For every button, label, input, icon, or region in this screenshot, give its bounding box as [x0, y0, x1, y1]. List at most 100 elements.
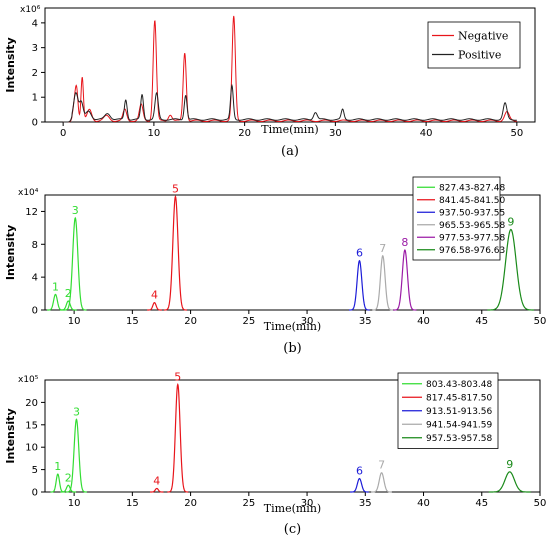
legend-label: Negative — [458, 29, 508, 42]
x-tick-label: 0 — [60, 128, 66, 139]
legend-label: 957.53-957.58 — [426, 434, 493, 444]
x-tick-label: 40 — [420, 128, 433, 139]
peak-label: 2 — [65, 287, 72, 300]
legend-label: 977.53-977.58 — [439, 233, 506, 243]
plot-frame — [44, 194, 541, 311]
axis-exponent: x10⁵ — [18, 375, 39, 385]
peak-trace — [348, 259, 370, 311]
y-tick-label: 1 — [32, 93, 38, 104]
legend: 803.43-803.48 817.45-817.50 913.51-913.56 9… — [397, 372, 499, 449]
peak-label: 4 — [153, 474, 160, 487]
peak-label: 8 — [401, 236, 408, 249]
x-tick-label: 50 — [534, 498, 547, 509]
legend-label: 941.54-941.59 — [426, 420, 493, 430]
chart-panel-c: 10 15 20 25 30 35 40 45 5005101520x10⁵IntensityT… — [4, 370, 546, 537]
axis-exponent: x10⁶ — [20, 5, 41, 15]
legend-label: 841.45-841.50 — [439, 196, 506, 206]
axis-exponent: x10⁴ — [18, 188, 39, 198]
peak-trace — [163, 195, 188, 311]
legend-label: Positive — [458, 48, 501, 61]
peak-label: 3 — [72, 204, 79, 217]
y-tick-label: 3 — [32, 43, 38, 54]
y-tick-label: 5 — [32, 465, 38, 476]
legend: 827.43-827.48 841.45-841.50 937.50-937.55 9… — [412, 176, 506, 261]
peak-trace — [60, 484, 76, 493]
plot-frame — [44, 379, 541, 493]
peak-label: 5 — [172, 183, 179, 196]
panel-label: (b) — [283, 341, 301, 356]
peak-trace — [50, 473, 66, 493]
y-axis-label: Intensity — [4, 225, 17, 280]
panel-label: (a) — [281, 144, 299, 159]
x-tick-label: 20 — [184, 498, 197, 509]
x-tick-label: 30 — [301, 316, 314, 327]
x-tick-label: 10 — [68, 498, 81, 509]
x-tick-label: 10 — [148, 128, 161, 139]
peak-label: 7 — [379, 242, 386, 255]
y-tick-label: 0 — [32, 488, 38, 499]
x-axis-label: Time(min) — [261, 123, 318, 136]
y-tick-label: 4 — [32, 273, 38, 284]
legend: Negative Positive — [427, 21, 521, 69]
y-tick-label: 8 — [32, 240, 38, 251]
peak-trace — [47, 293, 64, 311]
peak-label: 6 — [356, 247, 363, 260]
x-tick-label: 50 — [510, 128, 523, 139]
legend-label: 965.53-965.58 — [439, 221, 506, 231]
peak-trace — [487, 228, 534, 311]
peak-label: 7 — [378, 459, 385, 472]
y-tick-label: 20 — [25, 398, 38, 409]
peak-label: 1 — [54, 460, 61, 473]
peak-label: 2 — [65, 471, 72, 484]
x-tick-label: 45 — [475, 316, 488, 327]
panel-label: (c) — [284, 522, 301, 537]
peak-trace — [167, 382, 189, 493]
x-tick-label: 20 — [238, 128, 251, 139]
peak-label: 3 — [73, 405, 80, 418]
x-tick-label: 40 — [417, 498, 430, 509]
legend-box — [412, 176, 501, 261]
x-tick-label: 45 — [475, 498, 488, 509]
peak-label: 4 — [151, 289, 158, 302]
legend-box — [427, 21, 521, 69]
legend-label: 913.51-913.56 — [426, 407, 493, 417]
peak-trace — [372, 254, 394, 311]
y-tick-label: 4 — [32, 18, 38, 29]
peak-trace — [147, 302, 162, 311]
y-tick-label: 2 — [32, 68, 38, 79]
x-tick-label: 30 — [301, 498, 314, 509]
x-tick-label: 35 — [359, 316, 372, 327]
peak-trace — [350, 477, 369, 493]
peak-label: 1 — [52, 280, 59, 293]
legend-label: 976.58-976.63 — [439, 246, 505, 256]
peak-trace — [59, 300, 77, 311]
x-tick-label: 25 — [242, 498, 255, 509]
peak-trace — [393, 249, 417, 311]
y-tick-label: 0 — [32, 306, 38, 317]
legend-label: 817.45-817.50 — [426, 393, 493, 403]
y-tick-label: 12 — [25, 207, 38, 218]
series-line — [63, 83, 517, 123]
x-axis-label: Time(min) — [264, 502, 321, 515]
y-axis-label: Intensity — [4, 408, 17, 463]
x-tick-label: 35 — [359, 498, 372, 509]
legend-label: 937.50-937.55 — [439, 208, 505, 218]
x-axis-label: Time(min) — [264, 320, 321, 333]
x-tick-label: 20 — [184, 316, 197, 327]
x-tick-label: 30 — [329, 128, 342, 139]
x-tick-label: 25 — [242, 316, 255, 327]
chart-panel-b: 10 15 20 25 30 35 40 45 5004812x10⁴IntensityTime… — [4, 176, 547, 356]
x-tick-label: 50 — [534, 316, 547, 327]
legend-label: 827.43-827.48 — [439, 183, 506, 193]
peak-label: 6 — [356, 465, 363, 478]
plot-frame — [44, 7, 536, 123]
peak-label: 5 — [174, 370, 181, 383]
peak-trace — [63, 216, 87, 311]
x-tick-label: 40 — [417, 316, 430, 327]
peak-trace — [371, 472, 392, 493]
legend-label: 803.43-803.48 — [426, 380, 493, 390]
peak-trace — [65, 418, 87, 493]
peak-label: 9 — [506, 458, 513, 471]
y-axis-label: Intensity — [4, 37, 17, 92]
